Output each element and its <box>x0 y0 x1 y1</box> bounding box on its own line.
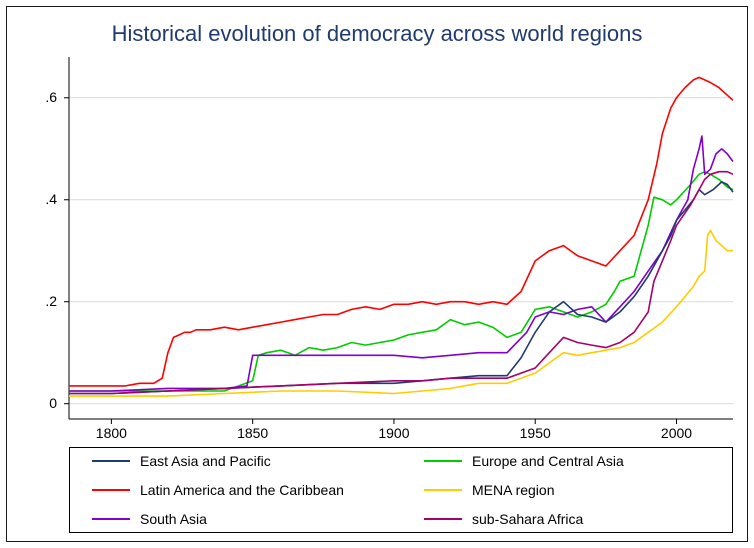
legend-label: Europe and Central Asia <box>472 453 624 469</box>
legend: East Asia and Pacific Europe and Central … <box>69 447 733 533</box>
chart-container: Historical evolution of democracy across… <box>6 6 748 542</box>
ytick-label: .2 <box>27 293 57 309</box>
legend-item: MENA region <box>424 482 554 498</box>
legend-label: MENA region <box>472 482 554 498</box>
legend-item: sub-Sahara Africa <box>424 511 583 527</box>
series-line <box>69 77 733 386</box>
legend-swatch <box>92 489 130 491</box>
legend-swatch <box>424 460 462 462</box>
legend-item: Latin America and the Caribbean <box>92 482 344 498</box>
series-line <box>69 182 733 394</box>
xtick-label: 1900 <box>369 425 419 441</box>
xtick-label: 1850 <box>228 425 278 441</box>
plot-svg <box>69 57 733 419</box>
legend-item: South Asia <box>92 511 207 527</box>
legend-label: sub-Sahara Africa <box>472 511 583 527</box>
xtick-label: 1950 <box>510 425 560 441</box>
legend-item: East Asia and Pacific <box>92 453 271 469</box>
ytick-label: .4 <box>27 191 57 207</box>
legend-label: Latin America and the Caribbean <box>140 482 344 498</box>
ytick-label: 0 <box>27 395 57 411</box>
legend-item: Europe and Central Asia <box>424 453 624 469</box>
series-line <box>69 230 733 396</box>
legend-label: East Asia and Pacific <box>140 453 271 469</box>
legend-swatch <box>92 460 130 462</box>
xtick-label: 1800 <box>86 425 136 441</box>
legend-label: South Asia <box>140 511 207 527</box>
plot-area <box>69 57 733 419</box>
series-line <box>69 172 733 391</box>
series-line <box>69 172 733 394</box>
chart-title: Historical evolution of democracy across… <box>7 21 747 47</box>
legend-swatch <box>92 518 130 520</box>
legend-swatch <box>424 518 462 520</box>
ytick-label: .6 <box>27 89 57 105</box>
legend-swatch <box>424 489 462 491</box>
xtick-label: 2000 <box>651 425 701 441</box>
